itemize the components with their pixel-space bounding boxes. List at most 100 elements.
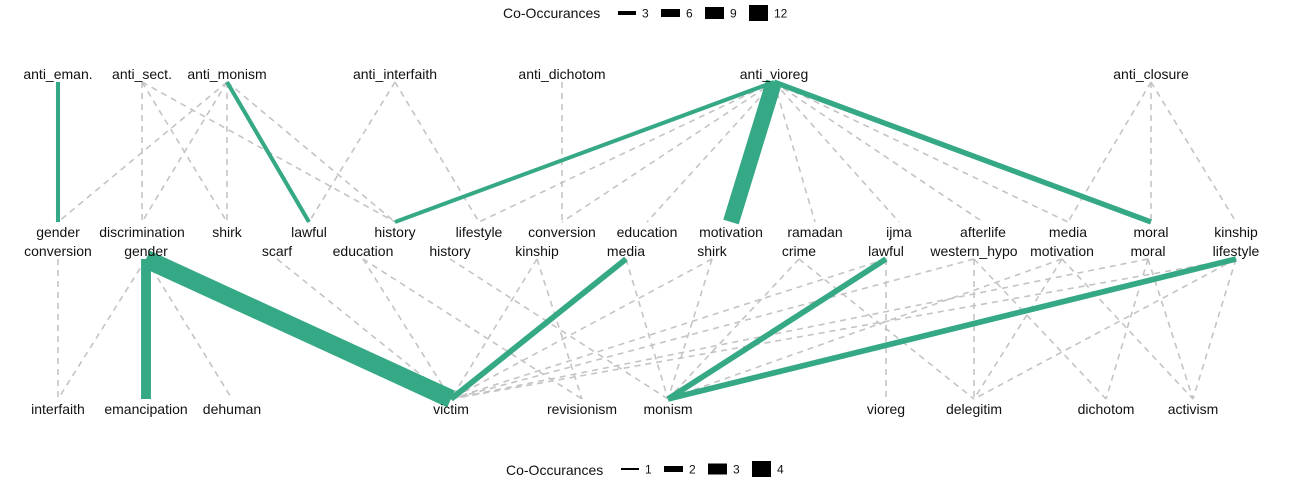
lower-bottom-node-emancipation: emancipation xyxy=(104,401,187,417)
lower-edge-gender-to-interfaith xyxy=(57,258,147,400)
lower-edge-shirk-to-victim xyxy=(450,258,713,400)
upper-bottom-node-history: history xyxy=(374,224,415,240)
legend-bottom-key-1 xyxy=(621,468,639,470)
upper-edge-anti-vioreg-to-education xyxy=(646,81,775,223)
upper-edge-anti-vioreg-to-ijma xyxy=(773,81,900,223)
lower-top-node-history: history xyxy=(429,243,470,259)
legend-bottom: Co-Occurances 1 2 3 4 xyxy=(506,461,784,478)
upper-edge-anti-monism-to-history xyxy=(226,81,396,223)
legend-top-key-1 xyxy=(618,11,636,15)
lower-edge-crime-to-monism xyxy=(667,258,800,400)
lower-edge-lifestyle-to-activism xyxy=(1192,258,1237,400)
upper-bottom-node-ramadan: ramadan xyxy=(787,224,842,240)
legend-bottom-title: Co-Occurances xyxy=(506,462,603,478)
upper-bottom-node-media: media xyxy=(1049,224,1087,240)
lower-edge-gender-to-victim xyxy=(142,250,455,408)
lower-network-edges xyxy=(57,250,1237,408)
lower-edge-lifestyle-to-victim xyxy=(450,258,1237,400)
upper-edge-anti-interfaith-to-lawful xyxy=(308,81,396,223)
upper-edge-anti-monism-to-discrimination xyxy=(141,81,228,223)
legend-top: Co-Occurances 3 6 9 12 xyxy=(503,5,788,21)
lower-bottom-node-monism: monism xyxy=(643,401,692,417)
upper-bottom-node-lawful: lawful xyxy=(291,224,327,240)
lower-top-node-scarf: scarf xyxy=(262,243,292,259)
node-labels: anti_eman. anti_sect. anti_monism anti_inte… xyxy=(23,66,1259,417)
lower-edge-media-to-monism xyxy=(625,258,669,400)
upper-edge-anti-monism-to-lawful xyxy=(225,80,311,224)
upper-bottom-node-ijma: ijma xyxy=(886,224,912,240)
legend-top-key-label-2: 6 xyxy=(686,7,693,21)
upper-edge-anti-vioreg-to-media xyxy=(773,81,1069,223)
upper-bottom-node-shirk: shirk xyxy=(212,224,243,240)
upper-edge-anti-vioreg-to-history xyxy=(394,80,775,224)
lower-bottom-node-revisionism: revisionism xyxy=(547,401,617,417)
upper-bottom-node-conversion: conversion xyxy=(528,224,596,240)
lower-top-node-conversion: conversion xyxy=(24,243,92,259)
upper-edge-anti-vioreg-to-ramadan xyxy=(773,81,816,223)
lower-edge-kinship-to-revisionism xyxy=(536,258,583,400)
legend-top-key-2 xyxy=(661,9,680,17)
lower-edge-motivation-to-activism xyxy=(1061,258,1194,400)
upper-top-node-anti-sect: anti_sect. xyxy=(112,66,172,82)
lower-edge-kinship-to-victim xyxy=(450,258,538,400)
lower-edge-lifestyle-to-monism xyxy=(667,256,1237,402)
upper-top-node-anti-vioreg: anti_vioreg xyxy=(740,66,809,82)
lower-edge-gender-to-dehuman xyxy=(145,258,233,400)
upper-bottom-node-gender: gender xyxy=(36,224,80,240)
lower-edge-scarf-to-victim xyxy=(276,258,452,400)
lower-top-node-motivation: motivation xyxy=(1030,243,1094,259)
lower-top-node-lifestyle: lifestyle xyxy=(1213,243,1260,259)
upper-edge-anti-closure-to-kinship xyxy=(1150,81,1237,223)
upper-bottom-node-moral: moral xyxy=(1133,224,1168,240)
upper-edge-anti-interfaith-to-lifestyle xyxy=(394,81,480,223)
lower-bottom-node-interfaith: interfaith xyxy=(31,401,85,417)
legend-top-key-label-1: 3 xyxy=(642,7,649,21)
lower-bottom-node-activism: activism xyxy=(1168,401,1219,417)
legend-bottom-key-label-2: 2 xyxy=(689,463,696,477)
upper-top-node-anti-interfaith: anti_interfaith xyxy=(353,66,437,82)
lower-edge-motivation-to-delegitim xyxy=(973,258,1063,400)
legend-top-key-label-3: 9 xyxy=(730,7,737,21)
lower-top-node-crime: crime xyxy=(782,243,816,259)
lower-edge-motivation-to-monism xyxy=(667,258,1063,400)
lower-top-node-media: media xyxy=(607,243,645,259)
upper-edge-anti-vioreg-to-afterlife xyxy=(773,81,984,223)
lower-bottom-node-dehuman: dehuman xyxy=(203,401,261,417)
lower-top-node-kinship: kinship xyxy=(515,243,559,259)
lower-edge-lifestyle-to-delegitim xyxy=(973,258,1237,400)
legend-bottom-key-2 xyxy=(664,466,683,472)
upper-top-node-anti-dichotom: anti_dichotom xyxy=(518,66,605,82)
upper-bottom-node-motivation: motivation xyxy=(699,224,763,240)
upper-bottom-node-afterlife: afterlife xyxy=(960,224,1006,240)
lower-edge-education-to-victim xyxy=(362,258,452,400)
upper-top-node-anti-monism: anti_monism xyxy=(187,66,266,82)
legend-top-title: Co-Occurances xyxy=(503,5,600,21)
lower-edge-western-hypo-to-victim xyxy=(450,258,975,400)
legend-top-key-4 xyxy=(749,5,768,21)
lower-edge-lawful-to-monism xyxy=(666,256,888,402)
lower-bottom-node-vioreg: vioreg xyxy=(867,401,905,417)
upper-top-node-anti-eman: anti_eman. xyxy=(23,66,92,82)
upper-edge-anti-vioreg-to-motivation xyxy=(723,79,782,225)
lower-edge-moral-to-victim xyxy=(450,258,1149,400)
lower-edge-media-to-victim xyxy=(449,256,628,402)
upper-bottom-node-lifestyle: lifestyle xyxy=(456,224,503,240)
lower-bottom-node-victim: victim xyxy=(433,401,469,417)
lower-top-node-education: education xyxy=(333,243,394,259)
lower-top-node-western-hypo: western_hypo xyxy=(929,243,1017,259)
upper-edge-anti-monism-to-gender xyxy=(57,81,228,223)
lower-edge-shirk-to-monism xyxy=(667,258,713,400)
legend-top-key-label-4: 12 xyxy=(774,7,788,21)
legend-bottom-key-3 xyxy=(708,463,727,475)
lower-edge-lawful-to-victim xyxy=(450,258,887,400)
upper-edge-anti-vioreg-to-conversion xyxy=(561,81,775,223)
lower-top-node-moral: moral xyxy=(1130,243,1165,259)
upper-edge-anti-closure-to-media xyxy=(1067,81,1152,223)
upper-bottom-node-discrimination: discrimination xyxy=(99,224,185,240)
upper-top-node-anti-closure: anti_closure xyxy=(1113,66,1189,82)
lower-bottom-node-delegitim: delegitim xyxy=(946,401,1002,417)
legend-top-key-3 xyxy=(705,7,724,19)
upper-network-edges xyxy=(55,79,1237,225)
lower-top-node-shirk: shirk xyxy=(697,243,728,259)
